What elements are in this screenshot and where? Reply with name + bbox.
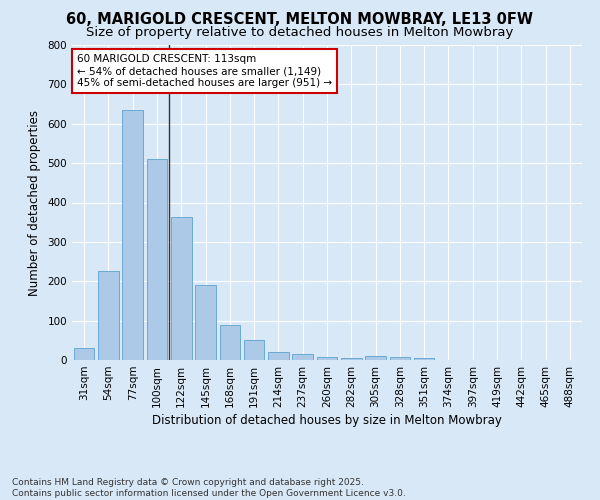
Bar [292, 354, 313, 360]
Text: 60, MARIGOLD CRESCENT, MELTON MOWBRAY, LE13 0FW: 60, MARIGOLD CRESCENT, MELTON MOWBRAY, L… [67, 12, 533, 28]
Bar [146, 159, 167, 360]
Text: Contains HM Land Registry data © Crown copyright and database right 2025.
Contai: Contains HM Land Registry data © Crown c… [12, 478, 406, 498]
Bar [220, 326, 240, 360]
Bar [341, 358, 362, 360]
Y-axis label: Number of detached properties: Number of detached properties [28, 110, 41, 296]
Bar [244, 340, 265, 360]
Bar [389, 357, 410, 360]
Bar [98, 272, 119, 360]
Text: 60 MARIGOLD CRESCENT: 113sqm
← 54% of detached houses are smaller (1,149)
45% of: 60 MARIGOLD CRESCENT: 113sqm ← 54% of de… [77, 54, 332, 88]
Bar [268, 352, 289, 360]
Bar [74, 348, 94, 360]
Text: Size of property relative to detached houses in Melton Mowbray: Size of property relative to detached ho… [86, 26, 514, 39]
Bar [195, 285, 216, 360]
Bar [414, 358, 434, 360]
X-axis label: Distribution of detached houses by size in Melton Mowbray: Distribution of detached houses by size … [152, 414, 502, 427]
Bar [317, 357, 337, 360]
Bar [365, 356, 386, 360]
Bar [122, 110, 143, 360]
Bar [171, 218, 191, 360]
